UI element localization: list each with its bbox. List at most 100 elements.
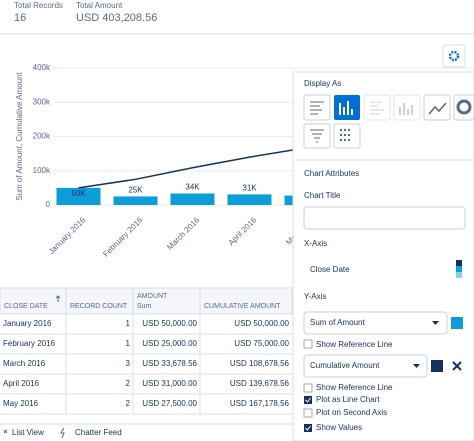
table-cell: USD 50,000.00 bbox=[234, 319, 289, 328]
icon bbox=[339, 101, 353, 115]
icon bbox=[399, 103, 413, 115]
table-cell: 3 bbox=[126, 359, 131, 368]
select-caret bbox=[432, 321, 439, 325]
measure-select-value: Cumulative Amount bbox=[310, 361, 380, 370]
series-color-swatch[interactable] bbox=[451, 317, 463, 329]
icon bbox=[310, 101, 324, 115]
table-cell: USD 31,000.00 bbox=[142, 379, 197, 388]
checkbox[interactable] bbox=[303, 408, 313, 418]
chart-type-button[interactable] bbox=[423, 94, 451, 121]
settings-button[interactable] bbox=[442, 44, 466, 68]
table-cell: April 2016 bbox=[3, 379, 40, 388]
chart-type-button[interactable] bbox=[453, 94, 474, 121]
data-label: 34K bbox=[185, 183, 200, 192]
measure-select[interactable] bbox=[303, 311, 448, 335]
chart-type-button[interactable] bbox=[303, 94, 331, 121]
column-subheader: Sum bbox=[137, 303, 152, 310]
data-label: 50K bbox=[71, 189, 86, 198]
bar bbox=[170, 193, 215, 205]
table-cell: 1 bbox=[126, 339, 131, 348]
y-tick-label: 400k bbox=[33, 63, 51, 72]
bar bbox=[227, 194, 272, 205]
table-cell: USD 25,000.00 bbox=[142, 339, 197, 348]
cumulative-line bbox=[78, 147, 307, 189]
checkbox-label: Plot as Line Chart bbox=[316, 395, 380, 404]
column-header: CLOSE DATE bbox=[4, 303, 48, 310]
table-cell: USD 50,000.00 bbox=[142, 319, 197, 328]
chart-title-input[interactable] bbox=[303, 206, 466, 230]
checkbox-label: Show Values bbox=[316, 423, 362, 432]
icon bbox=[370, 101, 384, 115]
table-header-bg bbox=[0, 287, 293, 315]
total-amount: USD 403,208.56 bbox=[76, 12, 157, 24]
checkbox-checked[interactable] bbox=[304, 424, 312, 432]
select-caret bbox=[413, 364, 420, 368]
table-cell: USD 75,000.00 bbox=[234, 339, 289, 348]
check-mark bbox=[305, 397, 311, 403]
field-label: Y-Axis bbox=[304, 292, 326, 301]
gear-icon bbox=[448, 50, 460, 62]
checkbox-label: Plot on Second Axis bbox=[316, 408, 387, 417]
icon bbox=[428, 102, 447, 115]
remove-measure-button[interactable] bbox=[452, 361, 462, 371]
color-swatch[interactable] bbox=[456, 266, 462, 272]
measure-select-value: Sum of Amount bbox=[310, 318, 365, 327]
table-cell: March 2016 bbox=[3, 359, 46, 368]
icon bbox=[310, 129, 324, 143]
table-cell: USD 139,678.56 bbox=[230, 379, 290, 388]
chart-type-button[interactable] bbox=[333, 123, 361, 149]
table-cell: USD 33,678.56 bbox=[142, 359, 197, 368]
field-label: X-Axis bbox=[304, 239, 327, 248]
table-cell: USD 108,678.56 bbox=[230, 359, 290, 368]
sort-icon bbox=[55, 295, 61, 302]
y-tick-label: 100k bbox=[33, 166, 51, 175]
checkbox[interactable] bbox=[303, 339, 313, 349]
total-records-label: Total Records bbox=[14, 1, 63, 10]
panel-heading: Display As bbox=[304, 79, 341, 88]
table-cell: USD 27,500.00 bbox=[142, 399, 197, 408]
color-swatch[interactable] bbox=[456, 260, 462, 266]
y-axis-title: Sum of Amount, Cumulative Amount bbox=[15, 71, 24, 200]
settings-panel: Display As Chart Attributes Chart Title … bbox=[292, 71, 474, 441]
list-view-tab[interactable]: List View bbox=[12, 428, 44, 437]
checkbox-label: Show Reference Line bbox=[316, 340, 393, 349]
x-axis-field: Close Date bbox=[310, 265, 350, 274]
checkbox-label: Show Reference Line bbox=[316, 383, 393, 392]
chart-type-button[interactable] bbox=[393, 94, 421, 121]
column-header: AMOUNT bbox=[137, 293, 168, 300]
chart-type-button[interactable] bbox=[363, 94, 391, 121]
list-view-icon bbox=[3, 429, 8, 434]
icon bbox=[456, 99, 472, 115]
table-cell: January 2016 bbox=[3, 319, 52, 328]
bar bbox=[56, 187, 101, 205]
total-records: 16 bbox=[14, 12, 26, 24]
series-color-swatch[interactable] bbox=[431, 360, 443, 372]
checkbox-checked[interactable] bbox=[304, 396, 312, 404]
check-mark bbox=[305, 425, 311, 431]
table-cell: USD 167,178.56 bbox=[230, 399, 290, 408]
data-table: CLOSE DATE RECORD COUNT AMOUNT CUMULATIVE A… bbox=[0, 287, 293, 415]
chart-type-button[interactable] bbox=[303, 123, 331, 149]
table-cell: May 2016 bbox=[3, 399, 39, 408]
chatter-icon bbox=[60, 427, 65, 439]
color-swatch[interactable] bbox=[456, 272, 462, 278]
checkbox[interactable] bbox=[303, 383, 313, 393]
y-tick-label: 0 bbox=[46, 200, 51, 209]
table-cell: February 2016 bbox=[3, 339, 56, 348]
bar bbox=[113, 196, 158, 205]
data-label: 31K bbox=[242, 183, 257, 192]
field-label: Chart Title bbox=[304, 191, 341, 200]
table-cell: 1 bbox=[126, 319, 131, 328]
section-heading: Chart Attributes bbox=[304, 169, 359, 178]
total-amount-label: Total Amount bbox=[76, 1, 123, 10]
icon bbox=[340, 129, 350, 141]
chatter-feed-tab[interactable]: Chatter Feed bbox=[75, 428, 122, 437]
table-cell: 2 bbox=[126, 379, 131, 388]
y-tick-label: 200k bbox=[33, 132, 51, 141]
column-header: RECORD COUNT bbox=[70, 303, 128, 310]
y-tick-label: 300k bbox=[33, 97, 51, 106]
measure-select[interactable] bbox=[303, 354, 428, 378]
data-label: 25K bbox=[128, 186, 143, 195]
